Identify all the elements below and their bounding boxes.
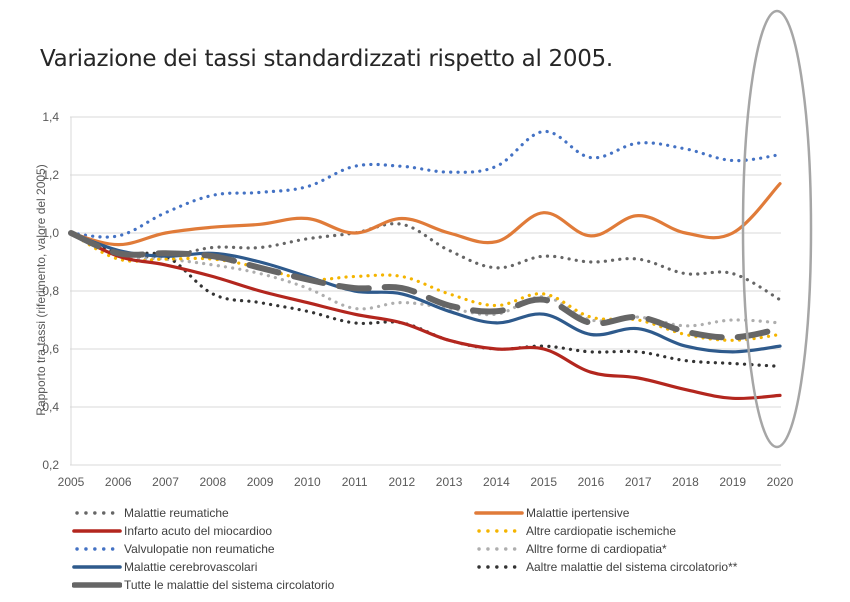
legend-item: Malattie cerebrovascolari (72, 558, 257, 576)
legend-swatch-icon (75, 547, 118, 551)
x-tick-label: 2020 (767, 475, 794, 489)
x-tick-label: 2018 (672, 475, 699, 489)
y-tick-label: 0,8 (42, 284, 59, 298)
x-tick-label: 2010 (294, 475, 321, 489)
y-axis-ticks: 0,2 0,4 0,6 0,8 1,0 1,2 1,4 (42, 110, 59, 472)
x-tick-label: 2007 (152, 475, 179, 489)
legend-label: Altre cardiopatie ischemiche (526, 524, 677, 538)
legend-item: Aaltre malattie del sistema circolatorio… (474, 558, 737, 576)
y-axis-label: Rapporto tra tassi (riferimento, valore … (34, 164, 48, 415)
gridlines (70, 116, 781, 466)
legend-swatch-icon (477, 565, 520, 569)
series-line-1: Malattie ipertensive (69, 182, 782, 247)
x-tick-label: 2008 (199, 475, 226, 489)
y-tick-label: 1,2 (42, 168, 59, 182)
legend-label: Malattie cerebrovascolari (124, 560, 258, 574)
x-tick-label: 2009 (247, 475, 274, 489)
legend-label: Malattie reumatiche (124, 506, 229, 520)
legend-item: Malattie reumatiche (72, 504, 229, 522)
x-tick-label: 2014 (483, 475, 510, 489)
y-tick-label: 0,4 (42, 400, 59, 414)
legend-swatch-icon (75, 511, 118, 515)
y-tick-label: 1,4 (42, 110, 59, 124)
series-line-3: Altre cardiopatie ischemiche (69, 231, 782, 342)
x-tick-label: 2016 (578, 475, 605, 489)
legend-swatch-icon (72, 565, 122, 569)
legend-swatch-icon (72, 529, 122, 533)
legend-label: Aaltre malattie del sistema circolatorio… (526, 560, 738, 574)
legend-item: Valvulopatie non reumatiche (72, 540, 275, 558)
x-tick-label: 2011 (342, 475, 368, 489)
y-tick-label: 0,6 (42, 342, 59, 356)
x-tick-label: 2013 (436, 475, 463, 489)
x-tick-label: 2012 (389, 475, 416, 489)
legend-label: Tutte le malattie del sistema circolator… (124, 578, 335, 592)
x-tick-label: 2017 (625, 475, 652, 489)
legend-swatch-icon (477, 529, 520, 533)
highlight-ellipse (741, 9, 813, 449)
legend-item: Infarto acuto del miocardioo (72, 522, 272, 540)
y-tick-label: 0,2 (42, 458, 59, 472)
x-tick-label: 2005 (58, 475, 85, 489)
legend-item: Alltre forme di cardiopatia* (474, 540, 667, 558)
legend-label: Malattie ipertensive (526, 506, 630, 520)
series-line-4: Valvulopatie non reumatiche (69, 129, 782, 239)
x-tick-label: 2019 (719, 475, 746, 489)
legend-swatch-icon (477, 547, 520, 551)
legend-item: Malattie ipertensive (474, 504, 629, 522)
legend-item: Altre cardiopatie ischemiche (474, 522, 676, 540)
x-tick-label: 2015 (530, 475, 557, 489)
legend-item: Tutte le malattie del sistema circolator… (72, 576, 334, 594)
series-line-2: Infarto acuto del miocardioo (69, 231, 782, 401)
series-line-5: Alltre forme di cardiopatia* (69, 231, 782, 328)
legend-swatch-icon (72, 582, 122, 588)
series-line-0: Malattie reumatiche (69, 222, 782, 302)
series-line-8: Tutte le malattie del sistema circolator… (68, 230, 783, 341)
chart-title: Variazione dei tassi standardizzati risp… (40, 46, 613, 72)
legend-label: Alltre forme di cardiopatia* (526, 542, 667, 556)
legend-label: Valvulopatie non reumatiche (124, 542, 275, 556)
y-tick-label: 1,0 (42, 226, 59, 240)
x-axis-ticks: 2005 2006 2007 2008 2009 2010 2011 2012 2013 2014… (58, 475, 794, 489)
legend-swatch-icon (474, 511, 524, 515)
x-tick-label: 2006 (105, 475, 132, 489)
legend-label: Infarto acuto del miocardioo (124, 524, 273, 538)
